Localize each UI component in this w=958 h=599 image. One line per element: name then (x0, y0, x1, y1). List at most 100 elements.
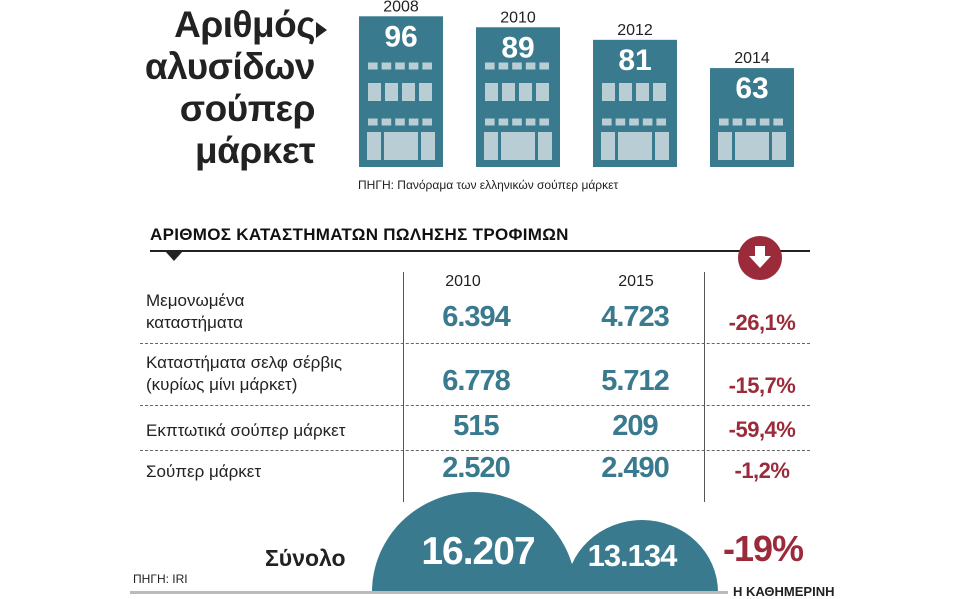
total-value-2010: 16.207 (421, 530, 535, 573)
section-heading: ΑΡΙΘΜΟΣ ΚΑΤΑΣΤΗΜΑΤΩΝ ΠΩΛΗΣΗΣ ΤΡΟΦΙΜΩΝ (150, 225, 569, 244)
building-window (402, 83, 415, 101)
building-window (381, 118, 392, 126)
row-label-line: (κυρίως μίνι μάρκετ) (146, 375, 298, 394)
bar-category-label: 2012 (617, 22, 653, 39)
bottom-rule (130, 591, 728, 594)
building-window (615, 118, 626, 126)
row-label-line: καταστήματα (146, 313, 244, 332)
value-2015: 5.712 (601, 365, 670, 397)
building-window (381, 62, 392, 70)
building-window (602, 118, 612, 126)
building-storefront (618, 132, 652, 160)
total-change-percent: -19% (722, 528, 804, 569)
row-separator (140, 405, 810, 406)
building-window (759, 118, 770, 126)
building-window (485, 62, 495, 70)
building-window (395, 118, 405, 126)
building-window (719, 118, 729, 126)
column-divider-2 (704, 272, 705, 502)
bar-category-label: 2010 (500, 9, 536, 26)
building-window (368, 118, 378, 126)
building-window (408, 62, 419, 70)
change-percent: -15,7% (728, 373, 796, 398)
building-storefront (772, 132, 786, 160)
building-window (525, 118, 536, 126)
total-2010-bubble (372, 492, 576, 592)
total-2015-bubble (566, 520, 718, 592)
column-header-2015: 2015 (618, 273, 654, 290)
value-2015: 4.723 (601, 301, 670, 333)
building-storefront (538, 132, 552, 160)
chart-title-line-2: αλυσίδων (144, 46, 316, 87)
bar-value-label: 81 (618, 44, 651, 77)
building-window (485, 83, 498, 101)
building-window (368, 83, 381, 101)
building-window (773, 118, 783, 126)
value-2010: 6.778 (442, 365, 511, 397)
building-window (732, 118, 743, 126)
bar-value-label: 96 (384, 20, 417, 53)
building-storefront (718, 132, 732, 160)
chart-title-line-1: Αριθμός (174, 4, 315, 45)
building-window (502, 83, 515, 101)
building-storefront (367, 132, 381, 160)
building-window (525, 62, 536, 70)
building-window (636, 83, 649, 101)
row-label-line: Σούπερ μάρκετ (146, 462, 262, 481)
row-label: Σούπερ μάρκετ (146, 461, 261, 483)
building-window (519, 83, 532, 101)
building-storefront (421, 132, 435, 160)
title-pointer-icon (316, 22, 327, 38)
total-label: Σύνολο (265, 545, 346, 571)
bar-value-label: 89 (501, 31, 534, 64)
column-header-2010: 2010 (445, 273, 481, 290)
building-storefront (601, 132, 615, 160)
building-window (642, 118, 653, 126)
change-percent: -26,1% (728, 310, 796, 335)
building-window (385, 83, 398, 101)
value-2015: 2.490 (601, 452, 670, 484)
building-storefront (484, 132, 498, 160)
chains-building-chart: 96 2008 89 2010 81 2012 63 2014 (359, 0, 794, 168)
row-separator (140, 450, 810, 451)
bar-category-label: 2008 (383, 0, 419, 15)
building-window (498, 62, 509, 70)
value-2015: 209 (612, 410, 658, 442)
heading-rule (150, 250, 810, 252)
building-storefront (384, 132, 418, 160)
value-2010: 515 (453, 410, 499, 442)
value-2010: 2.520 (442, 452, 511, 484)
building-window (539, 118, 549, 126)
building-storefront (735, 132, 769, 160)
building-window (512, 118, 522, 126)
chart-title-line-4: μάρκετ (195, 130, 315, 171)
change-percent: -1,2% (734, 458, 790, 483)
building-window (602, 83, 615, 101)
building-storefront (501, 132, 535, 160)
building-storefront (655, 132, 669, 160)
row-label: Μεμονωμένα καταστήματα (146, 290, 244, 334)
column-divider-1 (403, 272, 404, 502)
bar-value-label: 63 (735, 72, 768, 105)
row-label-line: Εκπτωτικά σούπερ μάρκετ (146, 421, 346, 440)
bar-category-label: 2014 (734, 50, 770, 67)
building-window (539, 62, 549, 70)
top-source-note: ΠΗΓΗ: Πανόραμα των ελληνικών σούπερ μάρκ… (358, 178, 619, 192)
building-window (368, 62, 378, 70)
building-window (422, 118, 432, 126)
change-percent: -59,4% (728, 417, 796, 442)
publisher-brand: Η ΚΑΘΗΜΕΡΙΝΗ (733, 584, 835, 599)
value-2010: 6.394 (442, 301, 511, 333)
row-label: Εκπτωτικά σούπερ μάρκετ (146, 420, 345, 442)
building-window (536, 83, 549, 101)
building-window (619, 83, 632, 101)
building-window (408, 118, 419, 126)
heading-pointer-icon (165, 251, 183, 261)
building-window (419, 83, 432, 101)
down-arrow-icon (738, 236, 782, 280)
building-window (746, 118, 756, 126)
row-label-line: Μεμονωμένα (146, 291, 245, 310)
building-window (395, 62, 405, 70)
row-label: Καταστήματα σελφ σέρβις (κυρίως μίνι μάρ… (146, 352, 342, 396)
